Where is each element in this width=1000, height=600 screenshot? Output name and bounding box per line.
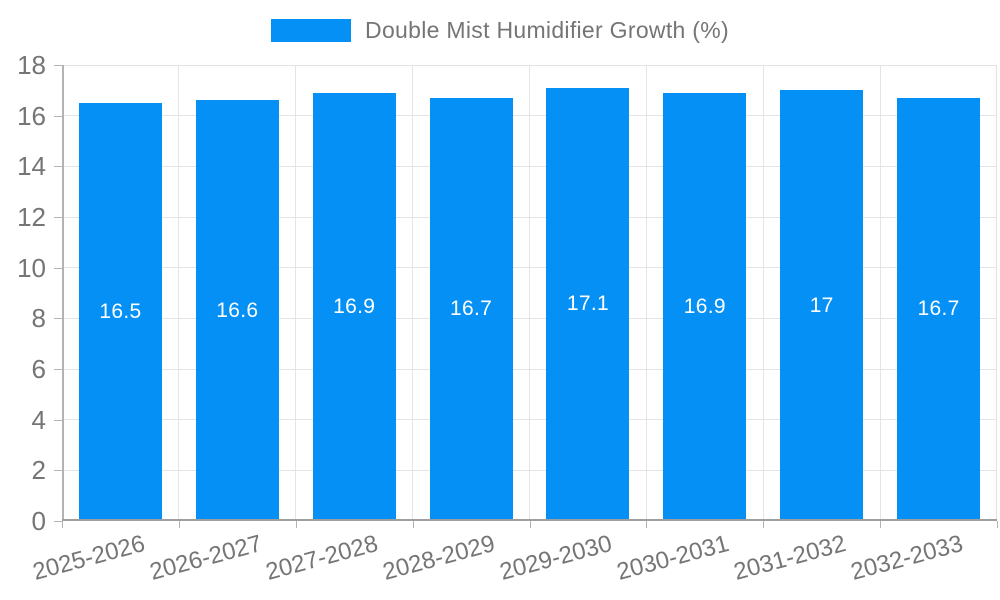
- gridline-vertical-6: [762, 65, 764, 521]
- y-axis-tick-label-10: 10: [17, 252, 46, 283]
- bar-2032-2033: 16.7: [897, 97, 981, 521]
- y-axis-tick-label-16: 16: [17, 100, 46, 131]
- x-axis-tick-label-2032-2033: 2032-2033: [847, 530, 966, 586]
- legend-swatch: [271, 19, 352, 42]
- y-tick-mark-14: [54, 166, 62, 168]
- bar-value-label: 16.9: [683, 294, 726, 318]
- x-axis-tick-label-2028-2029: 2028-2029: [380, 530, 499, 586]
- y-axis-tick-label-6: 6: [31, 354, 46, 384]
- bar-2029-2030: 17.1: [546, 87, 630, 521]
- x-axis-tick-label-2031-2032: 2031-2032: [730, 530, 849, 586]
- bar-2026-2027: 16.6: [195, 100, 279, 521]
- y-axis-tick-label-12: 12: [17, 202, 46, 232]
- plot-area: 16.5 16.6 16.9 16.7 17.1 16.9 17 16.7: [62, 65, 997, 521]
- y-tick-mark-4: [54, 419, 62, 421]
- x-tick-mark-5: [646, 521, 648, 528]
- bar-2025-2026: 16.5: [78, 103, 162, 521]
- y-axis-tick-label-8: 8: [31, 303, 46, 334]
- x-tick-mark-4: [529, 521, 531, 528]
- y-tick-mark-10: [54, 267, 62, 269]
- bar-value-label: 16.7: [450, 297, 493, 321]
- y-axis-tick-label-14: 14: [17, 151, 46, 182]
- x-axis-tick-label-2025-2026: 2025-2026: [29, 530, 148, 586]
- bar-value-label: 16.9: [333, 294, 376, 318]
- x-axis-tick-label-2027-2028: 2027-2028: [263, 530, 382, 586]
- bar-2028-2029: 16.7: [429, 97, 513, 521]
- y-tick-mark-18: [54, 65, 62, 66]
- bar-value-label: 16.5: [99, 300, 142, 323]
- bar-value-label: 16.6: [216, 298, 259, 322]
- bar-2031-2032: 17: [780, 90, 864, 521]
- x-tick-mark-2: [295, 521, 297, 528]
- gridline-vertical-3: [412, 65, 414, 521]
- y-axis-line: [62, 65, 64, 521]
- x-axis-tick-label-2030-2031: 2030-2031: [613, 530, 732, 586]
- x-axis-tick-label-2029-2030: 2029-2030: [497, 530, 615, 586]
- bar-value-label: 17.1: [566, 292, 609, 316]
- x-tick-mark-3: [412, 521, 414, 528]
- gridline-vertical-4: [529, 65, 530, 521]
- gridline-vertical-2: [295, 65, 297, 521]
- x-tick-mark-0: [62, 521, 63, 528]
- y-tick-mark-2: [54, 470, 62, 472]
- legend-label: Double Mist Humidifier Growth (%): [365, 17, 729, 43]
- bar-2027-2028: 16.9: [312, 92, 396, 521]
- x-tick-mark-1: [178, 521, 180, 528]
- gridline-vertical-5: [645, 65, 647, 521]
- y-axis-tick-label-4: 4: [31, 404, 46, 435]
- legend[interactable]: Double Mist Humidifier Growth (%): [0, 17, 1000, 44]
- bar-value-label: 16.7: [917, 297, 960, 321]
- y-axis-tick-label-2: 2: [31, 455, 46, 486]
- x-tick-mark-8: [997, 521, 998, 528]
- y-tick-mark-8: [54, 318, 62, 320]
- y-tick-mark-0: [54, 521, 62, 522]
- y-tick-mark-12: [54, 217, 62, 218]
- bar-2030-2031: 16.9: [663, 92, 747, 521]
- y-axis-tick-label-0: 0: [31, 506, 46, 536]
- plot-border-right: [996, 65, 997, 521]
- y-tick-mark-16: [54, 115, 62, 117]
- y-tick-mark-6: [54, 369, 62, 370]
- bar-value-label: 17: [809, 293, 834, 317]
- x-tick-mark-7: [880, 521, 882, 528]
- gridline-vertical-7: [879, 65, 881, 521]
- gridline-vertical-1: [178, 65, 180, 521]
- x-tick-mark-6: [763, 521, 765, 528]
- x-axis-line: [62, 519, 997, 521]
- y-axis-tick-label-18: 18: [17, 50, 46, 80]
- x-axis-tick-label-2026-2027: 2026-2027: [146, 530, 265, 586]
